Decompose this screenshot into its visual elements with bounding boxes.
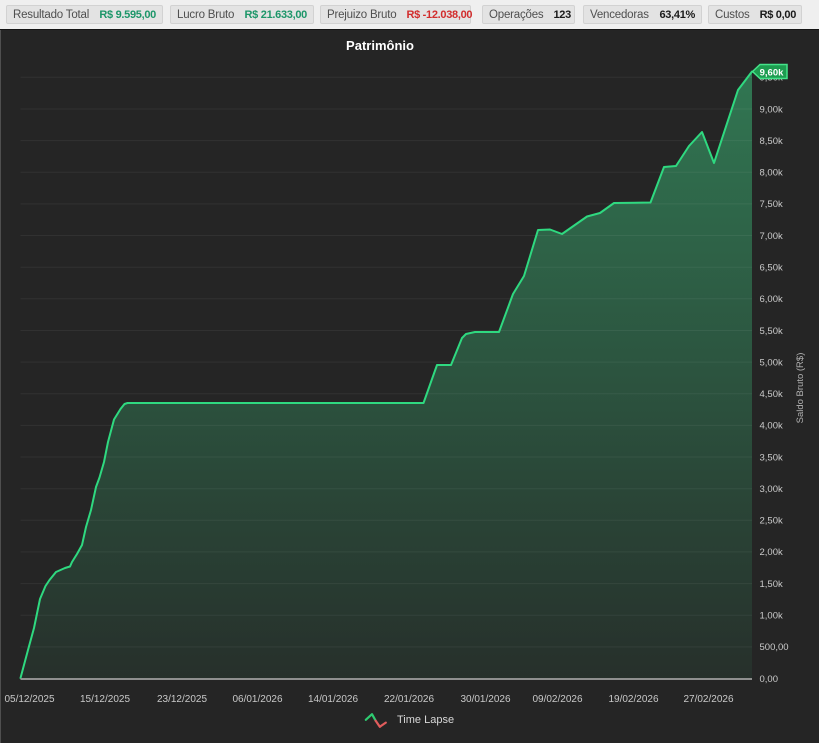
svg-text:09/02/2026: 09/02/2026 <box>532 694 582 705</box>
svg-text:15/12/2025: 15/12/2025 <box>80 694 130 705</box>
svg-text:Time Lapse: Time Lapse <box>397 714 454 726</box>
svg-text:Saldo Bruto (R$): Saldo Bruto (R$) <box>795 353 806 424</box>
svg-text:8,50k: 8,50k <box>760 136 783 147</box>
svg-text:3,00k: 3,00k <box>760 484 783 495</box>
svg-text:500,00: 500,00 <box>760 642 789 653</box>
svg-text:5,50k: 5,50k <box>760 326 783 337</box>
svg-text:7,00k: 7,00k <box>760 231 783 242</box>
svg-text:1,00k: 1,00k <box>760 611 783 622</box>
svg-text:06/01/2026: 06/01/2026 <box>232 694 282 705</box>
svg-text:6,00k: 6,00k <box>760 294 783 305</box>
svg-text:9,60k: 9,60k <box>760 68 784 79</box>
svg-text:4,50k: 4,50k <box>760 389 783 400</box>
svg-text:2,00k: 2,00k <box>760 547 783 558</box>
svg-text:22/01/2026: 22/01/2026 <box>384 694 434 705</box>
svg-text:2,50k: 2,50k <box>760 516 783 527</box>
svg-text:19/02/2026: 19/02/2026 <box>608 694 658 705</box>
svg-text:30/01/2026: 30/01/2026 <box>460 694 510 705</box>
svg-text:3,50k: 3,50k <box>760 452 783 463</box>
svg-text:9,00k: 9,00k <box>760 104 783 115</box>
svg-text:5,00k: 5,00k <box>760 357 783 368</box>
svg-text:Patrimônio: Patrimônio <box>346 38 414 53</box>
svg-text:1,50k: 1,50k <box>760 579 783 590</box>
svg-text:4,00k: 4,00k <box>760 421 783 432</box>
svg-text:7,50k: 7,50k <box>760 199 783 210</box>
svg-text:0,00: 0,00 <box>760 674 779 685</box>
svg-text:8,00k: 8,00k <box>760 168 783 179</box>
svg-text:27/02/2026: 27/02/2026 <box>683 694 733 705</box>
svg-text:6,50k: 6,50k <box>760 263 783 274</box>
svg-text:14/01/2026: 14/01/2026 <box>308 694 358 705</box>
svg-text:05/12/2025: 05/12/2025 <box>4 694 54 705</box>
svg-text:23/12/2025: 23/12/2025 <box>157 694 207 705</box>
